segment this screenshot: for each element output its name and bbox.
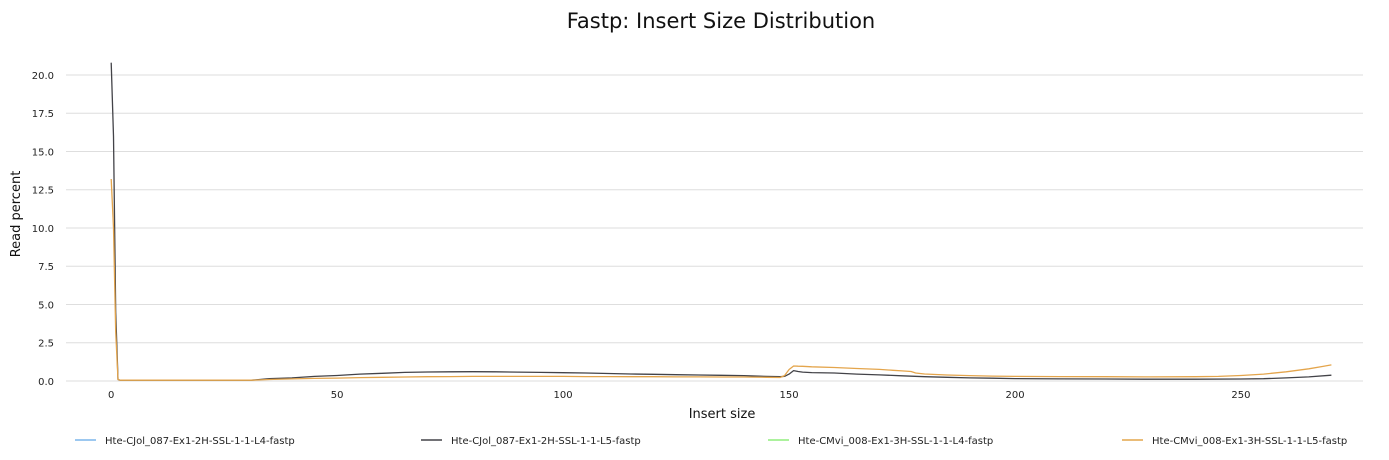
- legend: Hte-CJol_087-Ex1-2H-SSL-1-1-L4-fastp Hte-…: [75, 436, 1347, 447]
- y-tick-label: 2.5: [38, 339, 54, 350]
- series-lines: [110, 62, 1332, 381]
- y-tick-label: 10.0: [32, 224, 54, 235]
- legend-item-label: Hte-CJol_087-Ex1-2H-SSL-1-1-L5-fastp: [451, 436, 641, 447]
- legend-item-label: Hte-CMvi_008-Ex1-3H-SSL-1-1-L5-fastp: [1152, 436, 1347, 447]
- x-tick-label: 50: [331, 390, 344, 401]
- grid-lines: [66, 74, 1363, 382]
- x-tick-label: 200: [1005, 390, 1024, 401]
- x-tick-label: 100: [554, 390, 573, 401]
- y-axis-label: Read percent: [9, 171, 24, 258]
- y-tick-label: 0.0: [38, 377, 54, 388]
- legend-item-label: Hte-CMvi_008-Ex1-3H-SSL-1-1-L4-fastp: [798, 436, 993, 447]
- y-tick-label: 5.0: [38, 300, 54, 311]
- series-line: [110, 62, 1332, 381]
- y-tick-label: 12.5: [32, 186, 54, 197]
- x-tick-label: 0: [108, 390, 114, 401]
- x-axis-label: Insert size: [689, 407, 756, 422]
- x-axis-ticks: 0 50 100 150 200 250: [108, 390, 1251, 401]
- legend-item-label: Hte-CJol_087-Ex1-2H-SSL-1-1-L4-fastp: [105, 436, 295, 447]
- y-tick-label: 17.5: [32, 109, 54, 120]
- y-axis-ticks: 0.0 2.5 5.0 7.5 10.0 12.5 15.0 17.5 20.0: [32, 71, 54, 388]
- chart-title: Fastp: Insert Size Distribution: [567, 9, 875, 33]
- y-tick-label: 7.5: [38, 262, 54, 273]
- series-line: [110, 178, 1332, 381]
- y-tick-label: 20.0: [32, 71, 54, 82]
- y-tick-label: 15.0: [32, 147, 54, 158]
- x-tick-label: 150: [780, 390, 799, 401]
- x-tick-label: 250: [1231, 390, 1250, 401]
